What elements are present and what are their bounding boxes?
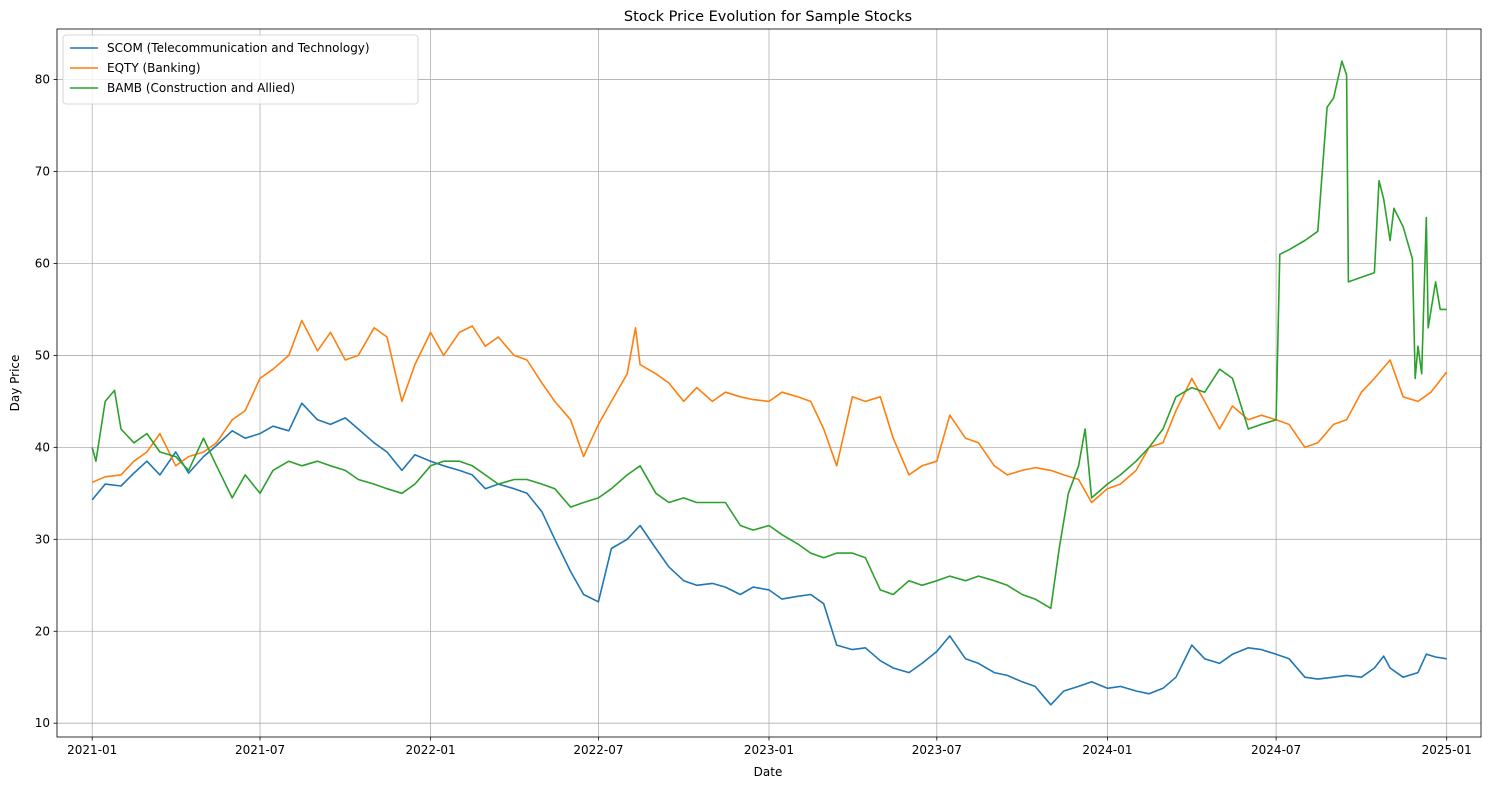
y-tick-label: 50: [35, 348, 50, 362]
legend: SCOM (Telecommunication and Technology) E…: [62, 34, 419, 105]
legend-label: BAMB (Construction and Allied): [107, 81, 295, 95]
y-tick-label: 60: [35, 256, 50, 270]
x-tick-label: 2025-01: [1422, 743, 1472, 757]
grid-lines: [57, 29, 1481, 737]
x-axis: 2021-01 2021-07 2022-01 2022-07 2023-01 2023-…: [67, 737, 1472, 757]
series-line-eqty: [91, 319, 1448, 504]
x-tick-label: 2023-07: [912, 743, 962, 757]
chart-title: Stock Price Evolution for Sample Stocks: [624, 9, 912, 25]
x-tick-label: 2021-07: [235, 743, 285, 757]
x-tick-label: 2024-01: [1082, 743, 1132, 757]
series-lines: [91, 60, 1448, 706]
legend-label: SCOM (Telecommunication and Technology): [107, 41, 370, 55]
y-axis: 10 20 30 40 50 60 70 80: [35, 73, 57, 730]
y-tick-label: 30: [35, 532, 50, 546]
y-tick-label: 40: [35, 440, 50, 454]
legend-frame: [62, 34, 419, 105]
x-tick-label: 2023-01: [744, 743, 794, 757]
x-tick-label: 2022-07: [573, 743, 623, 757]
series-line-bamb: [91, 60, 1447, 610]
y-tick-label: 70: [35, 165, 50, 179]
legend-label: EQTY (Banking): [107, 61, 201, 75]
x-tick-label: 2022-01: [406, 743, 456, 757]
series-line-scom: [91, 402, 1447, 706]
y-tick-label: 80: [35, 73, 50, 87]
y-axis-label: Day Price: [8, 355, 22, 412]
x-tick-label: 2021-01: [67, 743, 117, 757]
x-tick-label: 2024-07: [1251, 743, 1301, 757]
y-tick-label: 20: [35, 624, 50, 638]
x-axis-label: Date: [754, 765, 783, 779]
y-tick-label: 10: [35, 716, 50, 730]
